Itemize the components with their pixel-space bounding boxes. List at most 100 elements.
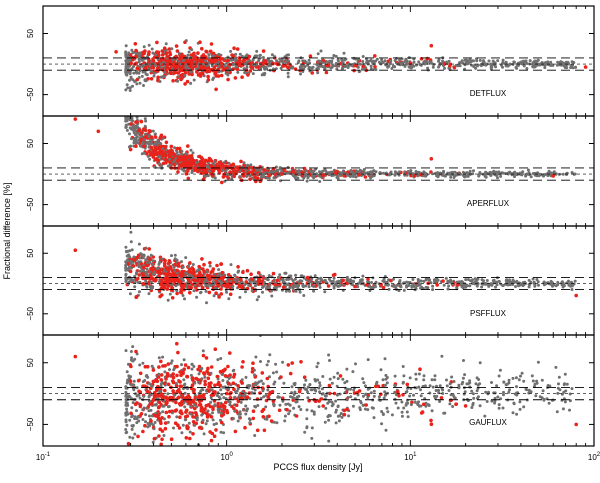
- data-point-grey: [284, 59, 287, 62]
- data-point-grey: [296, 286, 299, 289]
- data-point-red: [191, 432, 195, 436]
- data-point-grey: [544, 61, 547, 64]
- data-point-grey: [315, 172, 318, 175]
- data-point-grey: [252, 72, 255, 75]
- data-point-red: [175, 374, 179, 378]
- data-point-red: [169, 72, 173, 76]
- data-point-grey: [432, 66, 435, 69]
- data-point-grey: [224, 170, 227, 173]
- data-point-grey: [448, 402, 451, 405]
- data-point-red: [187, 366, 191, 370]
- data-point-grey: [306, 180, 309, 183]
- data-point-grey: [219, 357, 222, 360]
- data-point-grey: [173, 159, 176, 162]
- data-point-grey: [131, 248, 134, 251]
- data-point-red: [210, 164, 214, 168]
- data-point-grey: [533, 285, 536, 288]
- data-point-grey: [291, 285, 294, 288]
- data-point-red: [246, 73, 250, 77]
- data-point-red: [129, 270, 133, 274]
- data-point-grey: [564, 373, 567, 376]
- data-point-grey: [331, 382, 334, 385]
- data-point-grey: [157, 155, 160, 158]
- data-point-grey: [205, 301, 208, 304]
- data-point-grey: [130, 137, 133, 140]
- data-point-red: [74, 117, 78, 121]
- data-point-grey: [195, 161, 198, 164]
- data-point-grey: [395, 402, 398, 405]
- data-point-grey: [512, 377, 515, 380]
- data-point-grey: [184, 272, 187, 275]
- data-point-red: [194, 166, 198, 170]
- data-point-red: [200, 60, 204, 64]
- data-point-grey: [359, 170, 362, 173]
- data-point-red: [285, 408, 289, 412]
- data-point-grey: [505, 279, 508, 282]
- data-point-grey: [151, 263, 154, 266]
- data-point-grey: [479, 361, 482, 364]
- data-point-grey: [190, 48, 193, 51]
- data-point-grey: [150, 384, 153, 387]
- data-point-grey: [373, 390, 376, 393]
- data-point-red: [220, 262, 224, 266]
- data-point-grey: [258, 380, 261, 383]
- data-point-grey: [128, 132, 131, 135]
- data-point-grey: [132, 141, 135, 144]
- data-point-red: [232, 163, 236, 167]
- data-point-grey: [291, 396, 294, 399]
- data-point-grey: [312, 285, 315, 288]
- data-point-grey: [434, 374, 437, 377]
- data-point-grey: [361, 275, 364, 278]
- data-point-grey: [299, 173, 302, 176]
- data-point-red: [231, 54, 235, 58]
- data-point-grey: [257, 295, 260, 298]
- data-point-grey: [204, 175, 207, 178]
- data-point-grey: [260, 176, 263, 179]
- data-point-grey: [137, 420, 140, 423]
- data-point-grey: [525, 388, 528, 391]
- data-point-grey: [299, 408, 302, 411]
- data-point-grey: [564, 400, 567, 403]
- data-point-grey: [293, 391, 296, 394]
- data-point-grey: [129, 86, 132, 89]
- data-point-grey: [474, 277, 477, 280]
- data-point-grey: [574, 280, 577, 283]
- data-point-red: [223, 407, 227, 411]
- data-point-grey: [337, 405, 340, 408]
- data-point-red: [228, 170, 232, 174]
- data-point-red: [227, 382, 231, 386]
- data-point-red: [137, 390, 141, 394]
- data-point-grey: [305, 169, 308, 172]
- data-point-red: [364, 175, 368, 179]
- data-point-red: [325, 71, 329, 75]
- data-point-grey: [141, 418, 144, 421]
- data-point-grey: [530, 175, 533, 178]
- data-point-red: [228, 63, 232, 67]
- data-point-grey: [124, 385, 127, 388]
- data-point-red: [236, 265, 240, 269]
- data-point-grey: [144, 420, 147, 423]
- data-point-grey: [447, 67, 450, 70]
- data-point-grey: [206, 174, 209, 177]
- data-point-red: [240, 75, 244, 79]
- data-point-grey: [124, 246, 127, 249]
- data-point-grey: [384, 384, 387, 387]
- data-point-red: [341, 279, 345, 283]
- data-point-grey: [529, 59, 532, 62]
- data-point-grey: [437, 60, 440, 63]
- data-point-red: [134, 295, 138, 299]
- data-point-grey: [291, 385, 294, 388]
- data-point-grey: [268, 274, 271, 277]
- data-point-red: [226, 78, 230, 82]
- data-point-grey: [541, 379, 544, 382]
- data-point-grey: [425, 172, 428, 175]
- data-point-grey: [212, 418, 215, 421]
- data-point-grey: [160, 164, 163, 167]
- data-point-grey: [478, 173, 481, 176]
- data-point-grey: [217, 411, 220, 414]
- data-point-grey: [211, 64, 214, 67]
- data-point-red: [217, 295, 221, 299]
- data-point-grey: [168, 368, 171, 371]
- data-point-grey: [351, 370, 354, 373]
- data-point-red: [210, 415, 214, 419]
